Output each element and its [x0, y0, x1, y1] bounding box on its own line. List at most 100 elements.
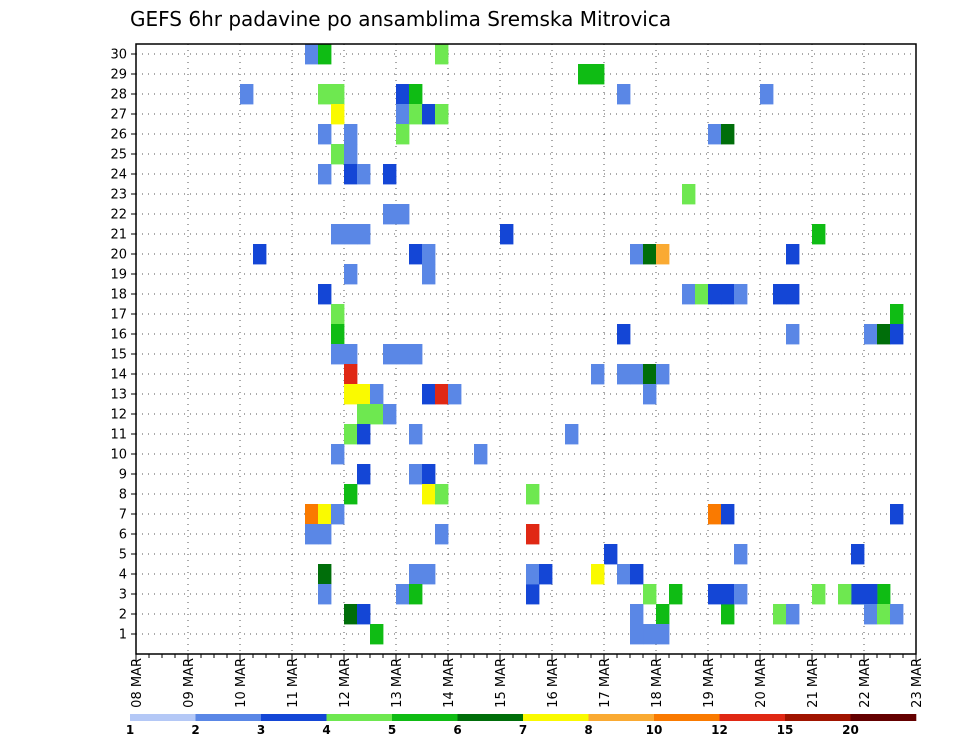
heatmap-cell	[435, 524, 449, 545]
heatmap-cell	[708, 584, 722, 605]
chart-title: GEFS 6hr padavine po ansamblima Sremska …	[130, 7, 671, 31]
y-tick-label: 29	[110, 68, 127, 83]
heatmap-cell	[422, 564, 436, 585]
heatmap-cell	[344, 124, 358, 145]
heatmap-cell	[695, 284, 709, 305]
heatmap-cell	[344, 604, 358, 625]
heatmap-cell	[812, 584, 826, 605]
heatmap-cell	[344, 144, 358, 165]
y-tick-label: 20	[110, 248, 127, 263]
heatmap-cell	[643, 244, 657, 265]
heatmap-cell	[331, 84, 345, 105]
heatmap-cell	[838, 584, 852, 605]
heatmap-cell	[357, 164, 371, 185]
y-tick-label: 2	[119, 608, 127, 623]
heatmap-cell	[318, 524, 332, 545]
heatmap-cell	[760, 84, 774, 105]
heatmap-cell	[357, 424, 371, 445]
heatmap-cell	[864, 324, 878, 345]
x-tick-label: 12 MAR	[338, 658, 353, 708]
heatmap-cell	[877, 324, 891, 345]
heatmap-cell	[526, 564, 540, 585]
y-tick-label: 18	[110, 288, 127, 303]
heatmap-cell	[656, 604, 670, 625]
heatmap-cell	[786, 284, 800, 305]
y-tick-label: 21	[110, 228, 127, 243]
x-tick-label: 13 MAR	[390, 658, 405, 708]
heatmap-cell	[331, 344, 345, 365]
legend-label: 3	[257, 723, 265, 737]
heatmap-cell	[539, 564, 553, 585]
y-tick-label: 27	[110, 108, 127, 123]
heatmap-cell	[630, 244, 644, 265]
heatmap-cell	[396, 84, 410, 105]
heatmap-cell	[409, 464, 423, 485]
heatmap-cell	[643, 364, 657, 385]
heatmap-cell	[383, 344, 397, 365]
legend-label: 20	[842, 723, 859, 737]
heatmap-cell	[526, 484, 540, 505]
y-tick-label: 23	[110, 188, 127, 203]
heatmap-cell	[409, 584, 423, 605]
heatmap-cell	[331, 144, 345, 165]
legend-swatch	[392, 714, 458, 721]
heatmap-cell	[396, 344, 410, 365]
heatmap-cell	[643, 584, 657, 605]
heatmap-cell	[422, 244, 436, 265]
heatmap-cell	[448, 384, 462, 405]
heatmap-cell	[396, 204, 410, 225]
heatmap-cell	[591, 564, 605, 585]
heatmap-cell	[708, 504, 722, 525]
heatmap-cell	[656, 244, 670, 265]
heatmap-cell	[370, 384, 384, 405]
heatmap-cell	[734, 584, 748, 605]
x-tick-label: 15 MAR	[494, 658, 509, 708]
legend-swatch	[130, 714, 196, 721]
y-tick-label: 11	[110, 428, 127, 443]
heatmap-cell	[344, 424, 358, 445]
heatmap-cell	[890, 324, 904, 345]
heatmap-cell	[344, 344, 358, 365]
heatmap-cell	[630, 604, 644, 625]
heatmap-cell	[630, 364, 644, 385]
heatmap-cell	[708, 124, 722, 145]
heatmap-cell	[435, 384, 449, 405]
y-tick-label: 16	[110, 328, 127, 343]
x-tick-label: 22 MAR	[858, 658, 873, 708]
heatmap-cell	[344, 384, 358, 405]
heatmap-cell	[721, 584, 735, 605]
y-tick-label: 24	[110, 168, 127, 183]
legend-label: 4	[322, 723, 330, 737]
heatmap-cell	[578, 64, 592, 85]
heatmap-cell	[409, 244, 423, 265]
x-tick-label: 20 MAR	[754, 658, 769, 708]
y-tick-label: 13	[110, 388, 127, 403]
y-tick-label: 22	[110, 208, 127, 223]
heatmap-cell	[851, 584, 865, 605]
heatmap-cell	[357, 224, 371, 245]
heatmap-cell	[344, 364, 358, 385]
heatmap-cell	[409, 344, 423, 365]
heatmap-cell	[318, 164, 332, 185]
x-tick-label: 08 MAR	[130, 658, 145, 708]
y-tick-label: 3	[119, 588, 127, 603]
heatmap-cell	[630, 564, 644, 585]
heatmap-cell	[318, 124, 332, 145]
chart-grid	[136, 44, 917, 654]
legend-swatch	[785, 714, 851, 721]
x-tick-label: 23 MAR	[910, 658, 925, 708]
x-tick-label: 09 MAR	[182, 658, 197, 708]
legend-swatch	[850, 714, 917, 721]
heatmap-cell	[721, 604, 735, 625]
legend-label: 8	[584, 723, 592, 737]
heatmap-cell	[643, 384, 657, 405]
heatmap-cell	[721, 124, 735, 145]
heatmap-cell	[383, 204, 397, 225]
heatmap-cell	[318, 284, 332, 305]
heatmap-cell	[370, 624, 384, 645]
heatmap-cell	[604, 544, 618, 565]
heatmap-cell	[773, 284, 787, 305]
heatmap-cell	[630, 624, 644, 645]
heatmap-cell	[708, 284, 722, 305]
